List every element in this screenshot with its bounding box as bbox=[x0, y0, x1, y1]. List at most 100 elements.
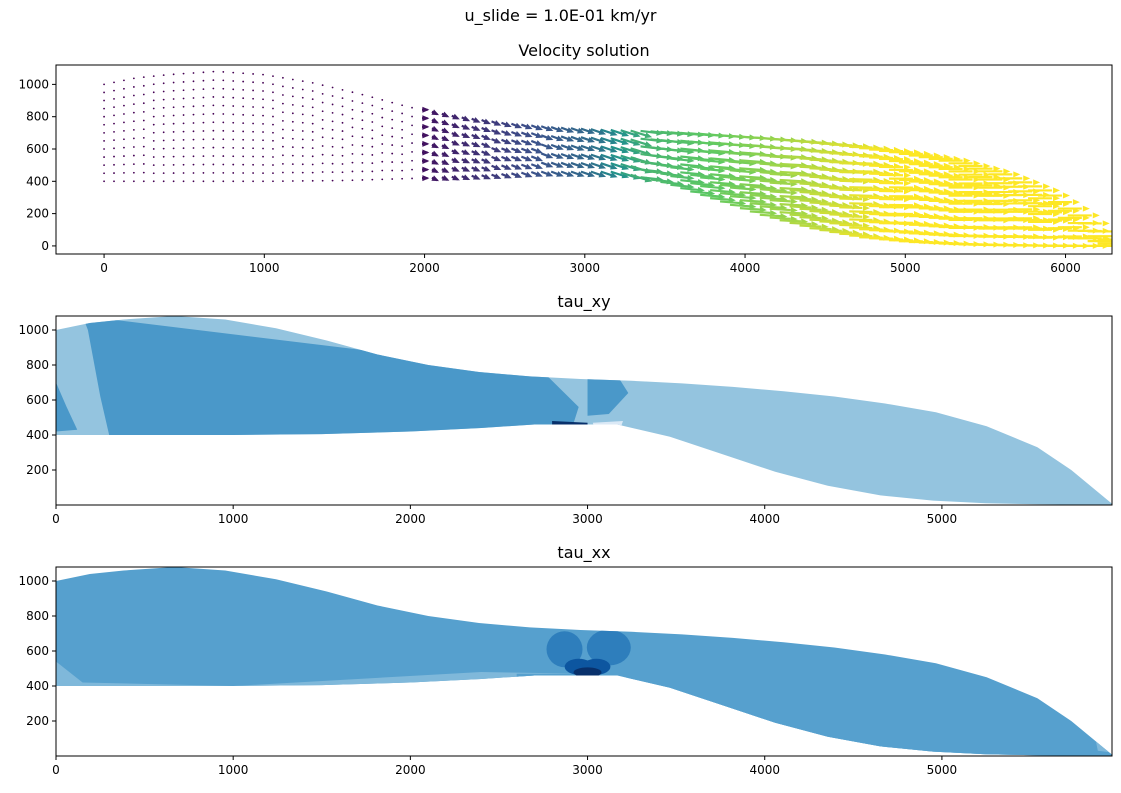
velocity-point bbox=[332, 87, 334, 89]
velocity-point bbox=[282, 120, 284, 122]
velocity-point bbox=[322, 128, 324, 130]
velocity-arrow bbox=[780, 196, 801, 197]
velocity-point bbox=[391, 110, 393, 112]
velocity-point bbox=[361, 119, 363, 121]
velocity-point bbox=[163, 172, 165, 174]
velocity-point bbox=[143, 102, 145, 104]
velocity-point bbox=[193, 130, 195, 132]
velocity-arrow bbox=[839, 216, 862, 217]
velocity-arrow bbox=[670, 159, 688, 161]
velocity-point bbox=[183, 131, 185, 133]
velocity-point bbox=[193, 97, 195, 99]
velocity-point bbox=[242, 155, 244, 157]
velocity-point bbox=[123, 180, 125, 182]
velocity-point bbox=[262, 82, 264, 84]
velocity-point bbox=[262, 139, 264, 141]
velocity-arrow bbox=[780, 204, 801, 205]
velocity-arrow-head bbox=[422, 132, 429, 138]
velocity-point bbox=[302, 105, 304, 107]
y-tick-label: 400 bbox=[26, 174, 49, 188]
velocity-point bbox=[163, 115, 165, 117]
velocity-arrow bbox=[710, 174, 729, 176]
velocity-point bbox=[143, 94, 145, 96]
velocity-point bbox=[322, 84, 324, 86]
velocity-point bbox=[302, 130, 304, 132]
velocity-point bbox=[153, 180, 155, 182]
velocity-point bbox=[143, 154, 145, 156]
velocity-arrow bbox=[770, 209, 791, 210]
velocity-arrow-head bbox=[422, 141, 429, 147]
velocity-point bbox=[371, 105, 373, 107]
velocity-point bbox=[361, 102, 363, 104]
contour-region bbox=[574, 667, 602, 677]
velocity-point bbox=[193, 172, 195, 174]
velocity-arrow-head bbox=[515, 139, 523, 145]
velocity-point bbox=[133, 155, 135, 157]
velocity-point bbox=[203, 113, 205, 115]
y-tick-label: 800 bbox=[26, 110, 49, 124]
velocity-point bbox=[222, 164, 224, 166]
velocity-point bbox=[371, 138, 373, 140]
x-tick-label: 3000 bbox=[572, 763, 603, 777]
velocity-point bbox=[332, 104, 334, 106]
velocity-point bbox=[232, 72, 234, 74]
velocity-arrow-head bbox=[1093, 212, 1100, 218]
velocity-point bbox=[342, 155, 344, 157]
velocity-point bbox=[153, 91, 155, 93]
velocity-point bbox=[352, 144, 354, 146]
velocity-arrow bbox=[839, 234, 862, 235]
velocity-point bbox=[173, 123, 175, 125]
velocity-point bbox=[332, 137, 334, 139]
velocity-point bbox=[203, 71, 205, 73]
velocity-arrow-head bbox=[535, 156, 543, 162]
velocity-arrow bbox=[829, 232, 852, 233]
velocity-point bbox=[262, 98, 264, 100]
velocity-point bbox=[133, 146, 135, 148]
velocity-arrow-head bbox=[1043, 183, 1050, 189]
velocity-point bbox=[242, 81, 244, 83]
velocity-point bbox=[312, 180, 314, 182]
velocity-arrow-head bbox=[1053, 187, 1060, 193]
velocity-point bbox=[153, 108, 155, 110]
velocity-arrow-head bbox=[422, 167, 429, 173]
velocity-arrow bbox=[800, 209, 822, 210]
velocity-point bbox=[113, 123, 115, 125]
velocity-point bbox=[322, 180, 324, 182]
velocity-point bbox=[183, 81, 185, 83]
velocity-point bbox=[193, 164, 195, 166]
velocity-point bbox=[103, 148, 105, 150]
velocity-point bbox=[401, 137, 403, 139]
velocity-point bbox=[183, 114, 185, 116]
velocity-point bbox=[411, 116, 413, 118]
velocity-point bbox=[193, 180, 195, 182]
velocity-point bbox=[183, 106, 185, 108]
velocity-point bbox=[222, 79, 224, 81]
velocity-point bbox=[332, 146, 334, 148]
velocity-point bbox=[153, 148, 155, 150]
velocity-point bbox=[381, 143, 383, 145]
velocity-point bbox=[193, 155, 195, 157]
velocity-point bbox=[342, 180, 344, 182]
velocity-point bbox=[123, 122, 125, 124]
velocity-point bbox=[203, 97, 205, 99]
velocity-point bbox=[203, 180, 205, 182]
velocity-point bbox=[123, 113, 125, 115]
velocity-point bbox=[252, 106, 254, 108]
velocity-arrow bbox=[839, 207, 862, 208]
velocity-arrow-head bbox=[515, 164, 523, 170]
x-tick-label: 1000 bbox=[218, 763, 249, 777]
velocity-point bbox=[302, 180, 304, 182]
velocity-point bbox=[332, 180, 334, 182]
velocity-arrow-head bbox=[1013, 171, 1020, 177]
velocity-point bbox=[381, 134, 383, 136]
velocity-point bbox=[342, 171, 344, 173]
velocity-point bbox=[212, 155, 214, 157]
velocity-arrow bbox=[690, 191, 709, 193]
velocity-point bbox=[322, 136, 324, 138]
velocity-point bbox=[411, 133, 413, 135]
velocity-arrow bbox=[760, 198, 781, 199]
velocity-point bbox=[123, 155, 125, 157]
velocity-point bbox=[232, 147, 234, 149]
